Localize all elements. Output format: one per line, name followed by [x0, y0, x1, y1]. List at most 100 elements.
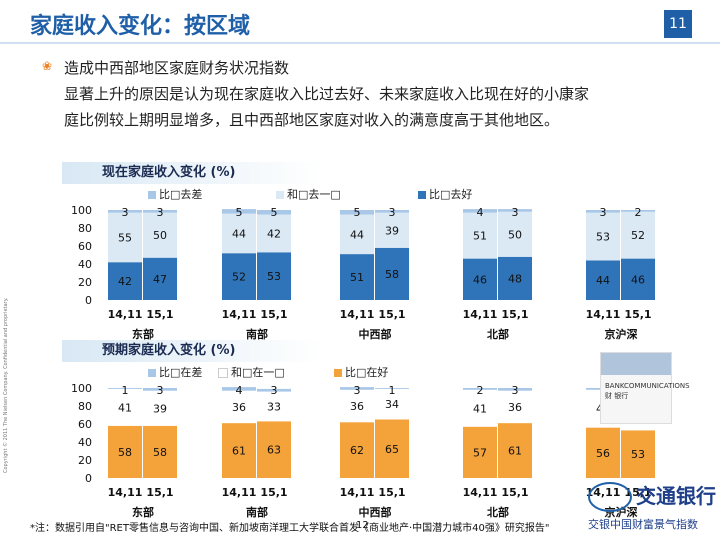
data-label: 3 — [354, 384, 361, 397]
bar-segment — [257, 388, 291, 392]
data-label: 57 — [473, 446, 487, 459]
bar-segment — [257, 421, 291, 478]
data-label: 56 — [596, 447, 610, 460]
bar-segment — [222, 213, 256, 254]
legend-label: 比□去差 — [159, 188, 203, 201]
group-label: 北部 — [487, 505, 509, 519]
data-label: 1 — [122, 384, 129, 397]
mini-panel-line: 财 银行 — [605, 392, 629, 400]
mini-panel-line: BANKCOMMUNICATIONS — [605, 382, 690, 390]
data-label: 4 — [477, 206, 484, 219]
data-label: 50 — [153, 229, 167, 242]
chart2-plot: 100 80 60 40 20 0 58 41 1 14,11 58 39 3 15,1 61 36 4 14,1… — [71, 382, 655, 519]
bar-segment — [621, 430, 655, 478]
y-tick-label: 100 — [71, 382, 92, 395]
group-label: 中西部 — [359, 505, 392, 519]
data-label: 51 — [473, 230, 487, 243]
bar-segment — [222, 390, 256, 424]
data-label: 3 — [122, 206, 129, 219]
data-label: 2 — [635, 206, 642, 219]
data-label: 47 — [153, 273, 167, 286]
bar-segment — [586, 210, 620, 213]
bar-segment — [108, 262, 142, 300]
y-tick-label: 80 — [78, 222, 92, 235]
legend-label: 和□去一□ — [287, 188, 341, 201]
category-label: 15,1 — [260, 308, 287, 321]
mini-panel-header — [601, 353, 671, 375]
group-label: 东部 — [132, 327, 154, 341]
data-label: 44 — [232, 227, 246, 240]
bar-segment — [108, 212, 142, 263]
data-label: 46 — [473, 273, 487, 286]
legend-swatch-better — [334, 369, 342, 377]
bar-segment — [586, 212, 620, 261]
bar-segment — [257, 210, 291, 215]
data-label: 3 — [512, 206, 519, 219]
data-label: 55 — [118, 231, 132, 244]
bar-segment — [463, 389, 497, 427]
bar-segment — [463, 258, 497, 300]
bar-segment — [143, 425, 177, 478]
bar-segment — [108, 388, 142, 389]
bar-segment — [621, 211, 655, 259]
data-label: 58 — [118, 446, 132, 459]
category-label: 15,1 — [146, 486, 173, 499]
category-label: 15,1 — [146, 308, 173, 321]
bar-segment — [463, 426, 497, 478]
data-label: 48 — [508, 272, 522, 285]
data-label: 41 — [473, 402, 487, 415]
data-label: 63 — [267, 444, 281, 457]
group-label: 东部 — [132, 505, 154, 519]
chart1-legend-worse: 比□去差 — [148, 186, 202, 202]
data-label: 39 — [153, 402, 167, 415]
category-label: 14,11 — [222, 308, 257, 321]
logo-mark-icon — [588, 482, 632, 512]
data-label: 4 — [236, 384, 243, 397]
data-label: 42 — [267, 227, 281, 240]
group-label: 中西部 — [359, 327, 392, 341]
chart2-legend-better: 比□在好 — [334, 364, 388, 380]
data-label: 58 — [153, 446, 167, 459]
chart2-title: 预期家庭收入变化 (%) — [62, 340, 322, 362]
chart1-plot: 1008060402004255314,114750315,15244514,1… — [71, 204, 655, 341]
data-label: 41 — [118, 401, 132, 414]
chart1-legend-same: 和□去一□ — [276, 186, 341, 202]
title-divider — [0, 42, 720, 44]
bar-segment — [463, 212, 497, 259]
data-label: 58 — [385, 268, 399, 281]
legend-label: 比□去好 — [429, 188, 473, 201]
chart1-title: 现在家庭收入变化 (%) — [62, 162, 322, 184]
legend-swatch-worse — [148, 369, 156, 377]
bar-segment — [143, 388, 177, 391]
category-label: 14,11 — [463, 308, 498, 321]
intro-line: 造成中西部地区家庭财务状况指数 — [64, 59, 290, 77]
bar-segment — [375, 212, 409, 248]
data-label: 5 — [271, 206, 278, 219]
category-label: 15,1 — [501, 486, 528, 499]
category-label: 14,11 — [222, 486, 257, 499]
bullet-icon: ❀ — [42, 59, 53, 73]
logo-subtitle: 交银中国财富景气指数 — [588, 518, 698, 531]
legend-label: 比□在差 — [159, 366, 203, 379]
legend-swatch-better — [418, 191, 426, 199]
data-label: 5 — [354, 206, 361, 219]
data-label: 52 — [631, 229, 645, 242]
category-label: 15,1 — [501, 308, 528, 321]
bar-segment — [498, 209, 532, 212]
data-label: 44 — [596, 274, 610, 287]
bar-segment — [222, 423, 256, 478]
data-label: 39 — [385, 224, 399, 237]
data-label: 36 — [232, 401, 246, 414]
bar-segment — [143, 390, 177, 426]
data-label: 3 — [157, 384, 164, 397]
bar-segment — [143, 212, 177, 258]
category-label: 14,11 — [108, 308, 143, 321]
page-number: 12 — [356, 520, 369, 531]
legend-swatch-worse — [148, 191, 156, 199]
data-label: 3 — [600, 206, 607, 219]
category-label: 15,1 — [260, 486, 287, 499]
bar-segment — [463, 388, 497, 390]
data-label: 53 — [596, 231, 610, 244]
bar-segment — [143, 210, 177, 213]
category-label: 14,11 — [340, 486, 375, 499]
